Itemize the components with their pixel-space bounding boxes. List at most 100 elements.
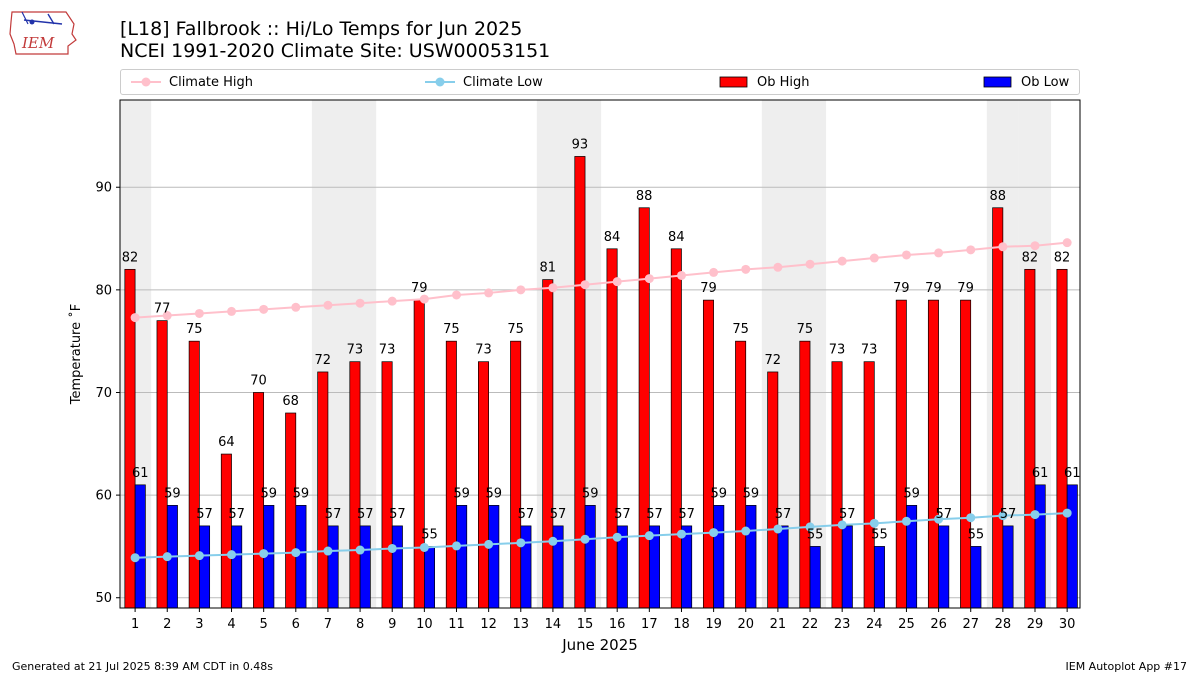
ob-high-bar [702,299,714,609]
ob-low-bar [745,505,757,609]
climate-low-point [323,546,333,556]
ob-high-bar [895,299,907,609]
x-tick-label: 1 [131,617,139,632]
ob-high-bar [799,340,811,609]
x-tick-label: 24 [866,617,883,632]
legend-item-climate-low: Climate Low [425,70,543,94]
ob-high-bar [381,361,393,609]
ob-high-data-label: 73 [475,343,492,358]
climate-low-point [741,526,751,536]
climate-high-point [548,283,558,293]
climate-high-point [612,277,622,287]
legend-label-climate-high: Climate High [169,74,254,90]
climate-high-point [709,267,719,277]
ob-low-data-label: 59 [903,486,920,501]
climate-low-point [998,511,1008,521]
climate-high-point [484,288,494,298]
legend-label-ob-low: Ob Low [1021,74,1070,90]
ob-low-bar [391,525,403,609]
ob-high-data-label: 75 [797,322,814,337]
x-tick-label: 23 [834,617,851,632]
climate-high-point [291,302,301,312]
climate-high-point [901,250,911,260]
ob-low-bar [584,505,596,609]
x-tick-label: 4 [227,617,235,632]
ob-low-data-label: 57 [775,507,792,522]
generated-note: Generated at 21 Jul 2025 8:39 AM CDT in … [12,660,273,673]
x-tick-label: 6 [292,617,300,632]
ob-high-bar [992,207,1004,609]
ob-high-bar [445,340,457,609]
ob-low-bar [424,546,435,609]
ob-low-bar [970,546,982,609]
ob-low-data-label: 59 [486,486,503,501]
ob-low-bar [134,484,146,609]
climate-high-point [741,264,751,274]
x-tick-label: 13 [513,617,530,632]
climate-high-point [323,300,333,310]
ob-low-data-label: 61 [1032,466,1049,481]
ob-high-data-label: 84 [668,230,685,245]
ob-high-bar [510,340,522,609]
ob-high-bar [1024,268,1036,609]
ob-high-bar [927,299,939,609]
climate-high-point [580,280,590,290]
ob-low-bar [1034,484,1046,609]
x-tick-label: 18 [673,617,690,632]
ob-high-swatch [719,76,748,88]
y-tick-label: 80 [95,283,112,298]
ob-low-data-label: 55 [807,527,824,542]
x-tick-label: 9 [388,617,396,632]
ob-low-data-label: 57 [1000,507,1017,522]
ob-low-swatch [983,76,1012,88]
ob-low-bar [359,525,371,609]
ob-low-bar [520,525,532,609]
title-line-1: [L18] Fallbrook :: Hi/Lo Temps for Jun 2… [120,18,523,40]
ob-low-data-label: 57 [357,507,374,522]
climate-high-point [1062,238,1072,248]
x-tick-label: 26 [930,617,947,632]
ob-high-data-label: 72 [764,353,781,368]
x-tick-label: 8 [356,617,364,632]
climate-low-point [644,531,654,541]
x-tick-label: 7 [324,617,332,632]
ob-low-data-label: 57 [389,507,406,522]
climate-high-point [130,313,140,323]
legend-item-climate-high: Climate High [131,70,253,94]
climate-high-point [194,308,204,318]
ob-high-data-label: 93 [572,137,589,152]
ob-high-data-label: 77 [154,302,171,317]
title-line-2: NCEI 1991-2020 Climate Site: USW00053151 [120,40,551,62]
climate-low-point [162,552,172,562]
x-tick-label: 10 [416,617,433,632]
y-axis-label: Temperature ˚F [68,304,84,405]
ob-high-data-label: 82 [122,250,139,265]
ob-high-data-label: 73 [347,343,364,358]
climate-low-point [580,534,590,544]
ob-low-bar [1002,525,1014,609]
plot-frame [119,99,1081,609]
ob-high-data-label: 79 [411,281,428,296]
climate-low-point [484,539,494,549]
climate-high-point [934,248,944,258]
ob-high-bar [863,361,875,609]
ob-low-bar [327,525,339,609]
ob-high-data-label: 79 [700,281,717,296]
ob-high-bar [735,340,747,609]
ob-low-data-label: 55 [871,527,888,542]
climate-low-point [966,513,976,523]
climate-low-point [837,520,847,530]
climate-high-point [516,285,526,295]
climate-low-point [934,514,944,524]
x-tick-label: 5 [260,617,268,632]
ob-low-bar [488,505,500,609]
ob-low-data-label: 59 [293,486,310,501]
ob-low-data-label: 55 [421,527,438,542]
climate-high-point [676,270,686,280]
ob-low-data-label: 59 [743,486,760,501]
legend-label-climate-low: Climate Low [463,74,543,90]
ob-low-data-label: 57 [228,507,245,522]
x-tick-label: 16 [609,617,626,632]
ob-high-data-label: 75 [186,322,203,337]
ob-low-bar [456,505,468,609]
